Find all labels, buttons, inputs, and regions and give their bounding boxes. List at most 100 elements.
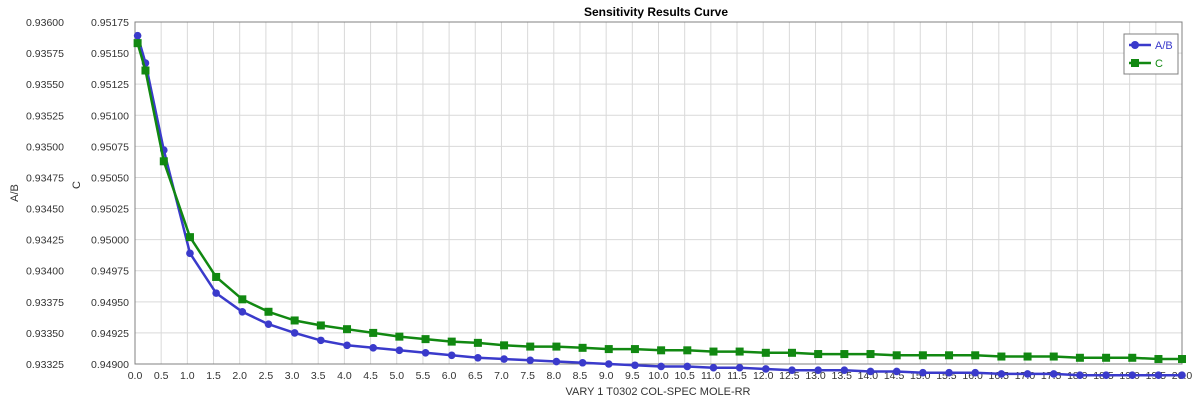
legend-label-c: C bbox=[1155, 58, 1163, 70]
legend-marker-c bbox=[1131, 59, 1139, 67]
x-tick-label: 5.5 bbox=[416, 370, 431, 382]
y-left-tick-label: 0.93575 bbox=[26, 48, 64, 60]
x-tick-label: 12.5 bbox=[779, 370, 800, 382]
x-tick-label: 13.5 bbox=[832, 370, 853, 382]
point-ab bbox=[500, 355, 508, 363]
x-tick-label: 2.5 bbox=[259, 370, 274, 382]
y-c-tick-label: 0.94975 bbox=[91, 266, 129, 278]
y-left-tick-label: 0.93350 bbox=[26, 328, 64, 340]
x-tick-label: 11.5 bbox=[727, 370, 747, 382]
point-ab bbox=[1128, 371, 1137, 379]
point-ab bbox=[1102, 371, 1110, 379]
series-line-ab bbox=[136, 35, 1182, 377]
x-tick-label: 7.5 bbox=[520, 370, 535, 382]
point-c bbox=[500, 341, 509, 350]
point-ab bbox=[1076, 371, 1084, 379]
point-ab bbox=[945, 368, 953, 377]
point-ab bbox=[709, 363, 718, 372]
point-c bbox=[343, 325, 352, 334]
point-ab bbox=[866, 367, 875, 376]
point-ab bbox=[343, 341, 351, 350]
y-left-tick-label: 0.93325 bbox=[26, 359, 64, 371]
series-layer bbox=[133, 31, 1186, 379]
x-tick-label: 8.5 bbox=[573, 370, 588, 382]
point-c bbox=[997, 352, 1006, 361]
point-ab bbox=[395, 346, 404, 355]
x-tick-label: 4.0 bbox=[337, 370, 352, 382]
x-tick-label: 10.0 bbox=[648, 370, 669, 382]
point-ab bbox=[1023, 370, 1032, 378]
point-c bbox=[1128, 353, 1137, 362]
y-c-tick-label: 0.94900 bbox=[91, 359, 129, 371]
y-c-tick-label: 0.95175 bbox=[91, 17, 129, 29]
point-c bbox=[264, 307, 273, 316]
point-ab bbox=[317, 336, 325, 345]
point-c bbox=[657, 346, 666, 355]
point-c bbox=[918, 351, 927, 360]
point-c bbox=[840, 350, 849, 359]
point-ab bbox=[552, 357, 561, 366]
point-ab bbox=[290, 329, 299, 337]
y-left-tick-label: 0.93600 bbox=[26, 17, 64, 29]
point-c bbox=[630, 345, 639, 354]
point-c bbox=[395, 332, 404, 341]
y-axis-c-title: C bbox=[71, 181, 83, 189]
point-ab bbox=[788, 366, 796, 375]
y-c-tick-label: 0.94950 bbox=[91, 297, 129, 309]
point-c bbox=[369, 328, 378, 337]
x-tick-label: 3.5 bbox=[311, 370, 326, 382]
x-tick-label: 8.0 bbox=[546, 370, 561, 382]
y-left-tick-label: 0.93425 bbox=[26, 235, 64, 247]
x-axis-ticks: 0.0 0.5 1.0 1.5 2.0 2.5 3.0 3.5 4.0 4.5 5.0 5.5 6.0 6… bbox=[128, 370, 1193, 382]
point-c bbox=[552, 342, 561, 351]
point-ab bbox=[683, 362, 692, 371]
point-ab bbox=[762, 365, 770, 373]
point-c bbox=[1075, 353, 1084, 362]
y-left-tick-label: 0.93500 bbox=[26, 141, 64, 153]
legend-marker-ab bbox=[1131, 41, 1139, 49]
x-tick-label: 6.0 bbox=[442, 370, 457, 382]
x-axis-title: VARY 1 T0302 COL-SPEC MOLE-RR bbox=[565, 386, 750, 398]
y-left-tick-label: 0.93400 bbox=[26, 266, 64, 278]
y-left-tick-label: 0.93475 bbox=[26, 172, 64, 184]
y-left-tick-label: 0.93375 bbox=[26, 297, 64, 309]
point-c bbox=[1178, 355, 1186, 364]
point-c bbox=[761, 348, 770, 357]
point-c bbox=[141, 66, 150, 75]
y-axis-left-title: A/B bbox=[9, 184, 21, 202]
point-ab bbox=[631, 361, 639, 370]
x-tick-label: 2.0 bbox=[232, 370, 247, 382]
x-tick-label: 9.0 bbox=[599, 370, 614, 382]
x-tick-label: 0.5 bbox=[154, 370, 169, 382]
x-tick-label: 6.5 bbox=[468, 370, 483, 382]
point-c bbox=[709, 347, 718, 356]
point-ab bbox=[919, 368, 927, 377]
point-ab bbox=[971, 368, 980, 377]
y-c-tick-label: 0.95025 bbox=[91, 204, 129, 216]
legend-label-ab: A/B bbox=[1155, 40, 1173, 52]
x-tick-label: 11.0 bbox=[701, 370, 721, 382]
point-ab bbox=[735, 363, 744, 372]
y-c-tick-label: 0.95000 bbox=[91, 235, 129, 247]
y-c-tick-label: 0.95100 bbox=[91, 110, 129, 122]
x-tick-label: 13.0 bbox=[805, 370, 826, 382]
point-ab bbox=[1178, 371, 1186, 379]
point-ab bbox=[840, 366, 849, 375]
point-c bbox=[447, 337, 456, 346]
x-tick-label: 12.0 bbox=[753, 370, 774, 382]
point-ab bbox=[604, 360, 613, 368]
point-c bbox=[578, 343, 587, 352]
point-c bbox=[971, 351, 980, 360]
y-c-tick-label: 0.95050 bbox=[91, 172, 129, 184]
point-c bbox=[185, 233, 194, 242]
point-c bbox=[866, 350, 875, 359]
point-ab bbox=[1049, 370, 1058, 378]
point-c bbox=[604, 345, 613, 354]
x-tick-label: 0.0 bbox=[128, 370, 143, 382]
point-ab bbox=[657, 362, 665, 371]
point-c bbox=[683, 346, 692, 355]
point-ab bbox=[997, 370, 1006, 378]
x-tick-label: 9.5 bbox=[625, 370, 640, 382]
point-c bbox=[212, 272, 221, 281]
